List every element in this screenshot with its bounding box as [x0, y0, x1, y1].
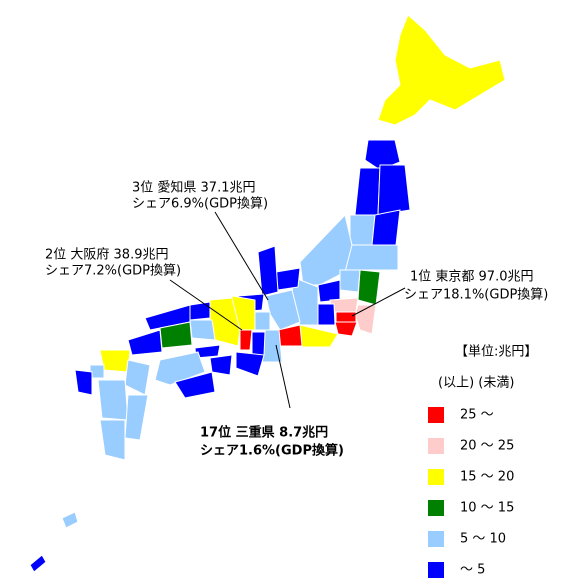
shizuoka — [299, 324, 339, 348]
legend: 25 ～ 20 ～ 25 15 ～ 20 10 ～ 15 5 ～ 10 ～ 5 — [428, 407, 514, 578]
hokkaido — [377, 14, 506, 126]
tokushima — [209, 354, 233, 376]
annotation: 1位 東京都 97.0兆円 — [410, 269, 533, 285]
legend-label: 25 ～ — [460, 408, 494, 423]
akita — [354, 167, 381, 216]
leader-line — [214, 211, 269, 301]
kumamoto — [97, 379, 129, 421]
leader-line — [351, 287, 406, 317]
annotation: 2位 大阪府 38.9兆円 — [45, 248, 168, 263]
legend-swatch — [428, 531, 444, 547]
legend-label: 20 ～ 25 — [460, 439, 514, 454]
legend-label: ～ 5 — [460, 563, 485, 578]
legend-swatch — [428, 469, 444, 485]
tokyo — [335, 311, 357, 323]
iwate — [377, 164, 411, 216]
osaka — [239, 329, 253, 351]
nagasaki — [74, 369, 93, 396]
okinawa — [29, 554, 47, 573]
legend-swatch — [428, 407, 444, 423]
leader-line — [169, 279, 243, 331]
legend-swatch — [428, 438, 444, 454]
annotation: 3位 愛知県 37.1兆円 — [132, 180, 255, 196]
leader-line — [275, 344, 291, 409]
legend-swatch — [428, 562, 444, 578]
yamanashi — [317, 303, 336, 326]
legend-label: 10 ～ 15 — [460, 501, 514, 516]
kanagawa — [334, 321, 358, 337]
annotation: 17位 三重県 8.7兆円 — [200, 425, 328, 441]
tochigi — [339, 269, 361, 293]
legend-label: 15 ～ 20 — [460, 470, 514, 485]
annotation: シェア18.1%(GDP換算) — [404, 288, 548, 303]
miyagi — [371, 209, 401, 246]
miyazaki — [124, 394, 149, 441]
annotation: シェア7.2%(GDP換算) — [45, 264, 181, 279]
islands — [61, 511, 79, 529]
ishikawa — [257, 245, 279, 297]
prefectures — [29, 14, 506, 573]
annotation: シェア6.9%(GDP換算) — [132, 197, 268, 212]
kochi — [174, 371, 216, 399]
annotation: シェア1.6%(GDP換算) — [200, 443, 344, 459]
yamaguchi — [127, 329, 163, 356]
yamagata — [349, 214, 376, 246]
gifu — [265, 289, 301, 331]
legend-title: 【単位:兆円】 — [455, 344, 537, 360]
fukushima — [344, 244, 399, 271]
ibaraki — [357, 269, 381, 306]
wakayama — [235, 351, 265, 377]
tottori — [189, 301, 211, 321]
kagoshima — [99, 419, 126, 461]
nara — [251, 331, 266, 356]
oita — [124, 359, 151, 396]
okayama — [189, 319, 216, 341]
shiga — [254, 311, 271, 331]
toyama — [275, 267, 301, 291]
legend-subtitle: (以上) (未満) — [438, 376, 514, 391]
legend-swatch — [428, 500, 444, 516]
legend-label: 5 ～ 10 — [460, 532, 506, 547]
